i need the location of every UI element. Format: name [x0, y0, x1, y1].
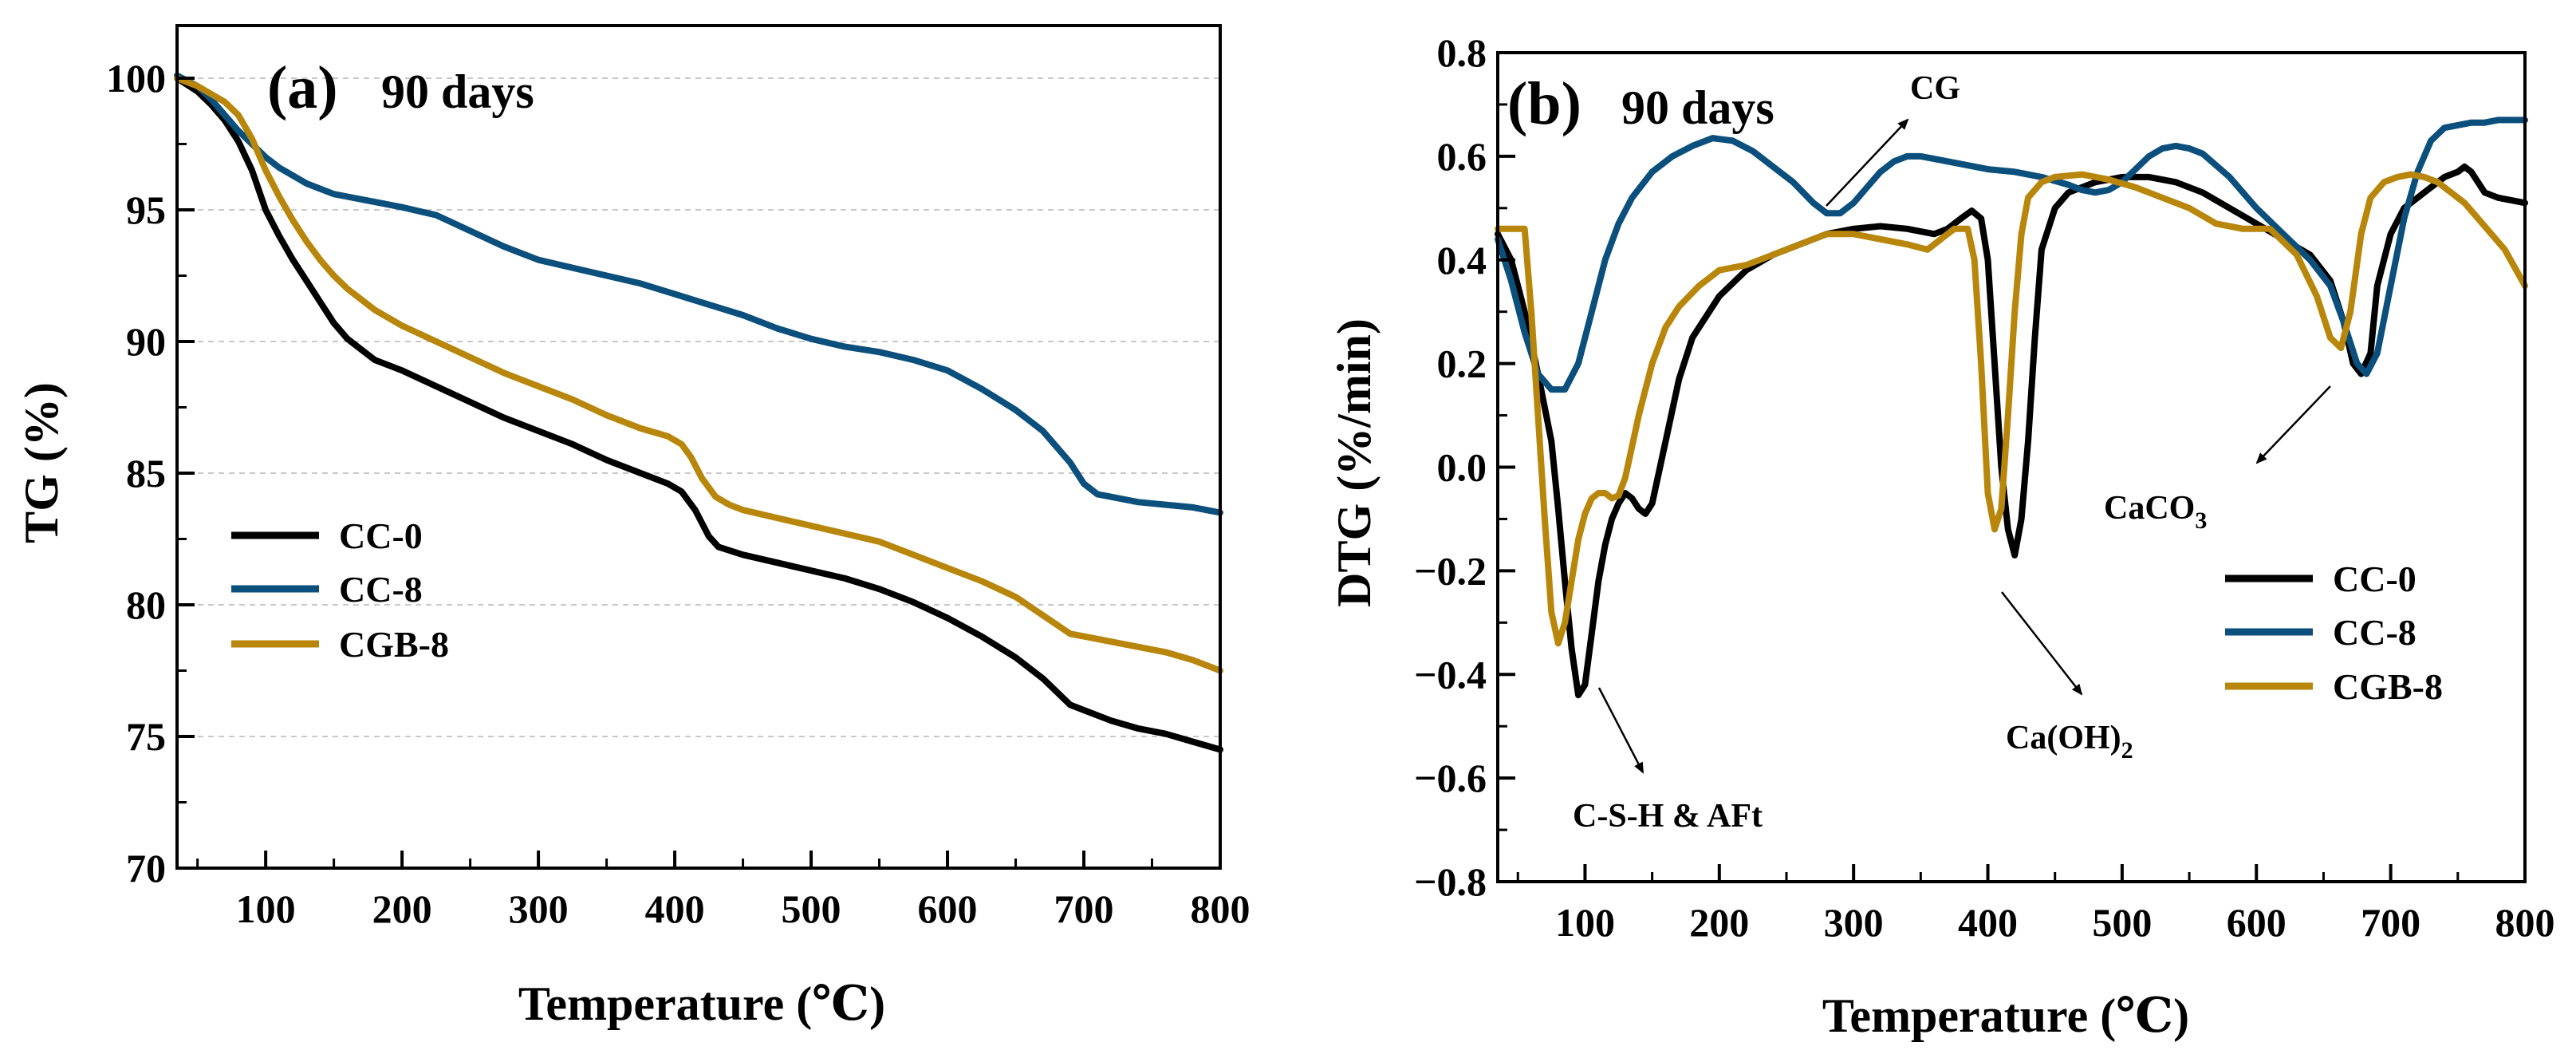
- panel-b-y-tick-label-0-8: 0.8: [1437, 30, 1487, 75]
- annotation-arrow-csh-aft: [1597, 687, 1644, 774]
- panel-b-legend-label-cgb-8: CGB-8: [2333, 666, 2443, 707]
- panel-a-y-tick-labels: 70 75 80 85 90 95 100: [106, 56, 166, 890]
- annotation-arrow-caoh2: [2001, 591, 2083, 696]
- annotation-label-caoh2: Ca(OH)2: [2006, 720, 2133, 764]
- panel-b-x-tick-label-200: 200: [1689, 900, 1749, 945]
- panel-a-x-tick-label-300: 300: [509, 886, 569, 931]
- panel-b-x-tick-label-600: 600: [2227, 900, 2286, 945]
- panel-a-title: 90 days: [381, 65, 534, 118]
- panel-a-legend-label-cc-8: CC-8: [339, 569, 423, 610]
- panel-b-x-axis-title: Temperature (℃): [1822, 989, 2189, 1042]
- annotation-label-csh-aft: C-S-H & AFt: [1573, 798, 1763, 835]
- panel-a-x-tick-label-400: 400: [645, 886, 705, 931]
- panel-a-x-tick-label-200: 200: [372, 886, 432, 931]
- panel-b-y-axis-title: DTG (%/min): [1328, 318, 1381, 607]
- panel-a-plot-frame: [175, 24, 1222, 870]
- panel-b-x-tick-label-300: 300: [1824, 900, 1884, 945]
- annotation-caco3-base: CaCO: [2104, 490, 2195, 527]
- panel-a-label: (a): [267, 54, 338, 121]
- panel-b-series-cgb-8: [1495, 171, 2528, 647]
- panel-b-legend: CC-0 CC-8 CGB-8: [2225, 559, 2443, 707]
- panel-a-y-tick-label-100: 100: [106, 56, 166, 101]
- annotation-label-caco3: CaCO3: [2104, 490, 2207, 534]
- panel-a-series-cc-8: [174, 72, 1223, 516]
- panel-b-annotations: CG C-S-H & AFt Ca(OH)2 CaCO3: [1573, 70, 2331, 835]
- panel-a-legend: CC-0 CC-8 CGB-8: [231, 515, 449, 665]
- panel-b-title: 90 days: [1621, 81, 1774, 134]
- panel-b-series-cc-0: [1495, 163, 2528, 699]
- panel-a-gridlines: [177, 77, 1220, 737]
- panel-a-series-cgb-8: [174, 75, 1223, 674]
- panel-b-x-tick-label-100: 100: [1555, 900, 1615, 945]
- annotation-caco3-subscript: 3: [2195, 507, 2207, 534]
- panel-b-y-tick-labels: −0.8 −0.6 −0.4 −0.2 0.0 0.2 0.4 0.6 0.8: [1414, 30, 1487, 904]
- panel-a-legend-label-cgb-8: CGB-8: [339, 624, 449, 665]
- panel-a-x-tick-label-100: 100: [236, 886, 296, 931]
- panel-a-y-tick-label-80: 80: [126, 582, 166, 627]
- panel-b-y-tick-label-0-6: −0.6: [1414, 756, 1487, 800]
- panel-a-x-tick-label-800: 800: [1191, 886, 1251, 931]
- panel-b-y-tick-label-0-6: 0.6: [1437, 134, 1487, 179]
- panel-b-x-tick-label-800: 800: [2495, 900, 2555, 945]
- panel-a-x-tick-labels: 100 200 300 400 500 600 700 800: [236, 886, 1251, 931]
- panel-b-series: [1495, 116, 2528, 699]
- annotation-arrow-caco3: [2255, 385, 2331, 464]
- panel-b-y-tick-label-0-2: 0.2: [1437, 341, 1487, 386]
- annotation-arrow-cg: [1826, 118, 1909, 207]
- panel-a-x-tick-label-700: 700: [1054, 886, 1114, 931]
- panel-a-series: [174, 72, 1223, 753]
- panel-b-dtg-chart: 100 200 300 400 500 600 700 800 −0.8−0.6−0.4−0.…: [1328, 30, 2555, 1042]
- panel-b-y-tick-label-0-4: −0.4: [1414, 652, 1487, 697]
- panel-a-y-axis-title: TG (%): [15, 382, 68, 543]
- panel-a-y-tick-label-85: 85: [126, 451, 166, 495]
- panel-b-y-tick-label-0-8: −0.8: [1414, 859, 1487, 904]
- panel-a-x-axis-title: Temperature (℃): [518, 977, 885, 1030]
- annotation-caoh2-base: Ca(OH): [2006, 720, 2121, 756]
- panel-b-x-tick-label-700: 700: [2361, 900, 2420, 945]
- panel-a-legend-label-cc-0: CC-0: [339, 515, 423, 556]
- panel-a-y-tick-label-70: 70: [126, 846, 166, 890]
- panel-a-y-tick-label-95: 95: [126, 188, 166, 232]
- panel-a-y-tick-label-90: 90: [126, 319, 166, 364]
- panel-a-tg-chart: 100 200 300 400 500 600 700 800 70 75 80 85 90 95 100…: [15, 24, 1251, 1030]
- panel-b-series-cc-8: [1495, 116, 2528, 393]
- panel-a-series-cc-0: [174, 75, 1223, 753]
- panel-b-x-tick-label-400: 400: [1958, 900, 2018, 945]
- panel-b-legend-label-cc-0: CC-0: [2333, 559, 2416, 599]
- panel-b-x-tick-labels: 100 200 300 400 500 600 700 800: [1555, 900, 2555, 945]
- annotation-label-cg: CG: [1910, 70, 1960, 107]
- panel-b-label: (b): [1507, 70, 1581, 137]
- panel-b-y-tick-label-0-0: 0.0: [1437, 445, 1487, 490]
- panel-b-ticks: [1498, 51, 2527, 883]
- annotation-caoh2-subscript: 2: [2121, 737, 2133, 764]
- panel-a-ticks: [177, 77, 1222, 870]
- panel-b-y-tick-label-0-2: −0.2: [1414, 548, 1487, 593]
- panel-b-legend-label-cc-8: CC-8: [2333, 612, 2416, 653]
- panel-b-y-tick-label-0-4: 0.4: [1437, 238, 1487, 282]
- panel-a-y-tick-label-75: 75: [126, 714, 166, 759]
- panel-b-x-tick-label-500: 500: [2092, 900, 2152, 945]
- panel-a-x-tick-label-500: 500: [782, 886, 841, 931]
- panel-a-x-tick-label-600: 600: [918, 886, 978, 931]
